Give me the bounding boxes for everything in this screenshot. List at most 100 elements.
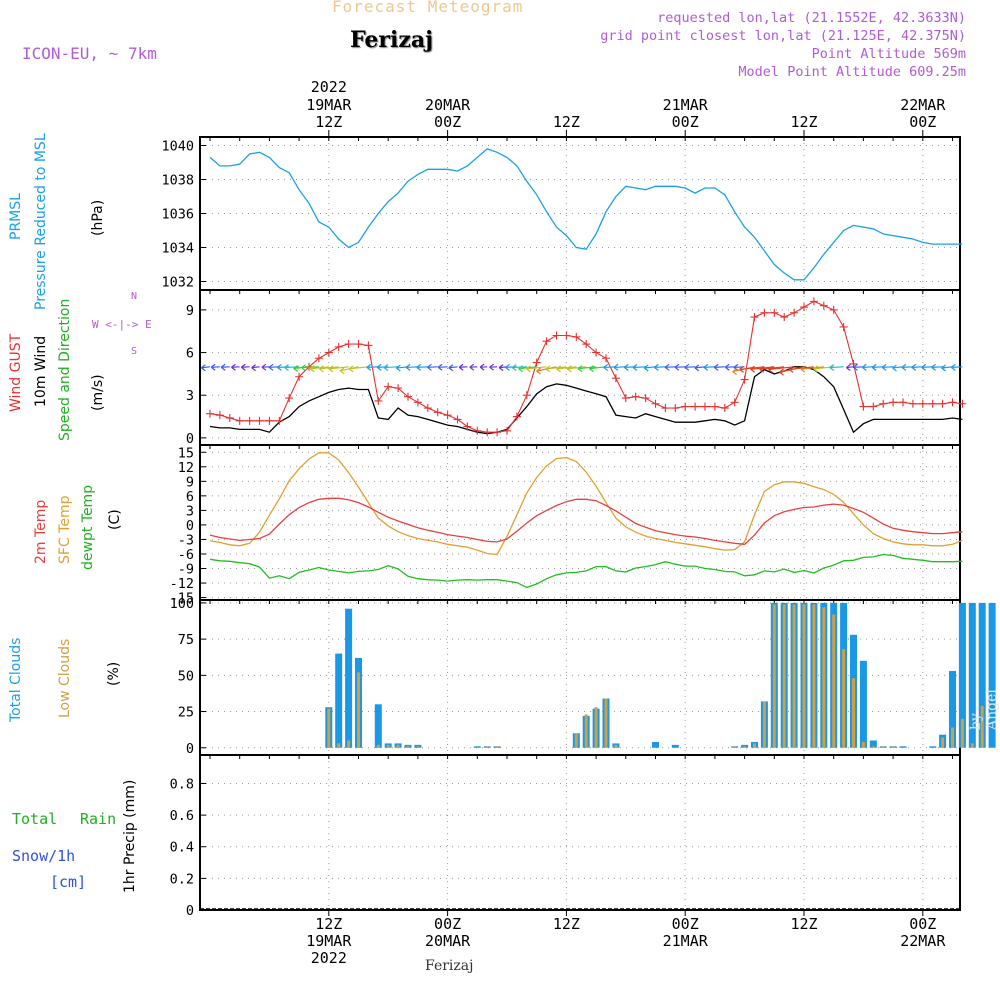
low-cloud-bar xyxy=(980,705,984,748)
y-tick-label: 100 xyxy=(170,596,194,612)
wind-arrow xyxy=(366,366,379,368)
low-cloud-bar xyxy=(782,604,786,748)
signature: by Angel xyxy=(968,689,1000,730)
wind-arrow-head xyxy=(892,364,897,372)
wind-arrow xyxy=(201,366,211,369)
temp-unit: (C) xyxy=(107,509,123,530)
top-hour-label: 00Z xyxy=(434,113,461,131)
low-cloud-bar xyxy=(485,746,489,748)
wind-arrow-head xyxy=(921,363,927,371)
gust-marker xyxy=(562,331,571,340)
gust-marker xyxy=(443,411,452,420)
y-tick-label: -12 xyxy=(170,576,194,592)
wind-arrow-head xyxy=(703,363,709,371)
gust-marker xyxy=(206,409,214,418)
total-cloud-bar xyxy=(968,602,976,748)
wind-arrow xyxy=(951,366,963,368)
low-cloud-bar xyxy=(762,701,766,748)
total-cloud-bar xyxy=(374,704,382,748)
wind-arrow-head xyxy=(511,364,517,372)
total-cloud-bar xyxy=(869,740,877,748)
y-tick-label: 0.2 xyxy=(170,871,194,887)
panel-frame xyxy=(199,444,961,601)
wind-arrow-head xyxy=(231,363,236,371)
wind-arrow-head xyxy=(861,363,867,371)
low-cloud-bar xyxy=(396,744,400,748)
total-clouds-label: Total Clouds xyxy=(8,637,24,722)
top-hour-label: 00Z xyxy=(672,113,699,131)
wind-arrow-head xyxy=(309,365,315,373)
gust-marker xyxy=(582,340,591,349)
top-hour-label: 12Z xyxy=(790,113,817,131)
y-tick-label: 1040 xyxy=(161,139,194,155)
wind-arrow-head xyxy=(518,365,523,373)
wind-arrow xyxy=(892,366,904,369)
wind-arrow-head xyxy=(498,364,504,372)
wind-arrow-head xyxy=(284,364,289,372)
low-cloud-bar xyxy=(891,746,895,748)
wind-arrow-head xyxy=(750,365,756,373)
wind-arrow xyxy=(703,366,715,368)
top-date-label: 22MAR xyxy=(900,96,946,114)
wind-arrow-head xyxy=(829,364,835,371)
wind-arrow-head xyxy=(779,368,784,376)
panel-frame xyxy=(199,754,961,911)
precip-snow-label: Snow/1h xyxy=(12,847,76,865)
low-cloud-bar xyxy=(970,743,974,748)
bottom-hour-label: 00Z xyxy=(672,915,699,933)
wind-arrow xyxy=(526,366,547,370)
gust-marker xyxy=(839,322,848,331)
gust-marker xyxy=(493,428,502,437)
bottom-hour-label: 00Z xyxy=(434,915,461,933)
low-cloud-bar xyxy=(881,746,885,748)
y-tick-label: 1038 xyxy=(161,173,194,189)
wind-arrow xyxy=(577,366,597,370)
wind-arrow-head xyxy=(871,363,877,371)
gust-marker xyxy=(760,308,769,317)
pressure-line xyxy=(209,148,963,281)
compass-n: N xyxy=(131,291,138,302)
low-cloud-bar xyxy=(951,727,954,748)
gust-marker xyxy=(532,358,541,367)
low-cloud-bar xyxy=(584,714,588,748)
low-cloud-bar xyxy=(812,604,816,748)
gust-marker xyxy=(512,412,521,421)
wind-arrow xyxy=(416,366,428,368)
wind-arrow-head xyxy=(911,363,917,371)
y-tick-label: 6 xyxy=(186,346,194,362)
gust-marker xyxy=(889,398,898,407)
bottom-station-name: Ferizaj xyxy=(425,958,474,974)
wind-arrow-head xyxy=(951,363,956,371)
gust-marker xyxy=(879,399,888,408)
wind-arrow xyxy=(853,366,864,368)
dewpt-label: dewpt Temp xyxy=(80,484,96,570)
wind-arrow-head xyxy=(319,365,324,373)
wind-arrow xyxy=(406,366,418,369)
wind-arrow-head xyxy=(788,365,794,373)
wind-arrow-head xyxy=(268,363,274,371)
wind-arrow xyxy=(349,366,369,370)
total-cloud-bar xyxy=(652,741,659,748)
wind-arrow xyxy=(882,366,894,368)
precip-rain-label: Rain xyxy=(80,810,117,828)
wind-arrow-head xyxy=(654,363,659,371)
low-cloud-bar xyxy=(416,746,420,748)
wind-arrow xyxy=(714,366,725,368)
wind-arrow-head xyxy=(366,363,372,371)
wind-arrow xyxy=(941,366,953,369)
low-cloud-bar xyxy=(337,743,341,748)
low-cloud-bar xyxy=(594,707,598,748)
total-cloud-bar xyxy=(988,602,996,748)
wind-arrow xyxy=(556,366,577,370)
gust-marker xyxy=(324,348,333,357)
gust-marker xyxy=(710,402,719,411)
wind-arrow-head xyxy=(732,368,738,376)
wind-arrow xyxy=(674,366,686,368)
gust-marker xyxy=(602,354,610,363)
low-cloud-bar xyxy=(960,718,964,748)
total-cloud-bar xyxy=(899,746,907,748)
wind-arrow xyxy=(328,366,349,370)
y-tick-label: 3 xyxy=(186,503,194,519)
gust-marker xyxy=(730,398,739,407)
